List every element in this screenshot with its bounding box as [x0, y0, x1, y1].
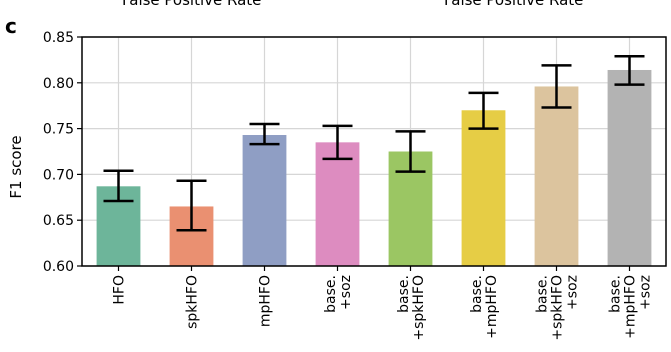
bar [607, 69, 652, 266]
x-tick-label: base. [535, 275, 551, 313]
x-tick-label: base. [608, 275, 624, 313]
error-bar [468, 91, 499, 130]
error-bar [614, 54, 645, 86]
x-tick-label: base. [396, 275, 412, 313]
bar [461, 110, 506, 266]
x-tick-label: spkHFO [185, 275, 201, 329]
y-tick-label: 0.85 [43, 30, 74, 46]
y-axis-label: F1 score [7, 135, 25, 198]
bar [534, 86, 579, 267]
x-tick-label: +spkHFO [411, 275, 427, 341]
x-tick-label: mpHFO [258, 275, 274, 327]
bar [315, 142, 360, 266]
x-tick-label: HFO [112, 275, 128, 305]
x-axis-ticks: HFO spkHFO mpHFO base. +soz base. +spkHFO base.… [112, 266, 654, 341]
error-bar [395, 130, 426, 173]
x-tick-label: +soz [638, 275, 654, 310]
bars [96, 69, 652, 267]
y-tick-label: 0.75 [43, 122, 74, 138]
panel-letter: c [5, 14, 17, 38]
x-tick-label: base. [469, 275, 485, 313]
x-tick-label: +mpHFO [484, 275, 500, 339]
bar [242, 135, 287, 266]
error-bar [322, 124, 353, 161]
y-axis-ticks: 0.60 0.65 0.70 0.75 0.80 0.85 [43, 30, 82, 275]
y-tick-label: 0.65 [43, 213, 74, 229]
x-tick-label: base. [323, 275, 339, 313]
error-bar [249, 122, 280, 146]
x-tick-label: +spkHFO [550, 275, 566, 341]
cut-off-axis-label-right: False Positive Rate [444, 0, 584, 9]
error-bar [176, 179, 207, 232]
y-tick-label: 0.70 [43, 167, 74, 183]
plot-frame [81, 36, 667, 267]
x-tick-label: +mpHFO [623, 275, 639, 339]
error-bar [103, 169, 134, 203]
error-bar [541, 64, 572, 109]
x-tick-label: +soz [565, 275, 581, 310]
x-tick-label: +soz [338, 275, 354, 310]
y-tick-label: 0.80 [43, 76, 74, 92]
error-bars [103, 54, 645, 232]
y-tick-label: 0.60 [43, 259, 74, 275]
cut-off-axis-label-left: False Positive Rate [122, 0, 262, 9]
